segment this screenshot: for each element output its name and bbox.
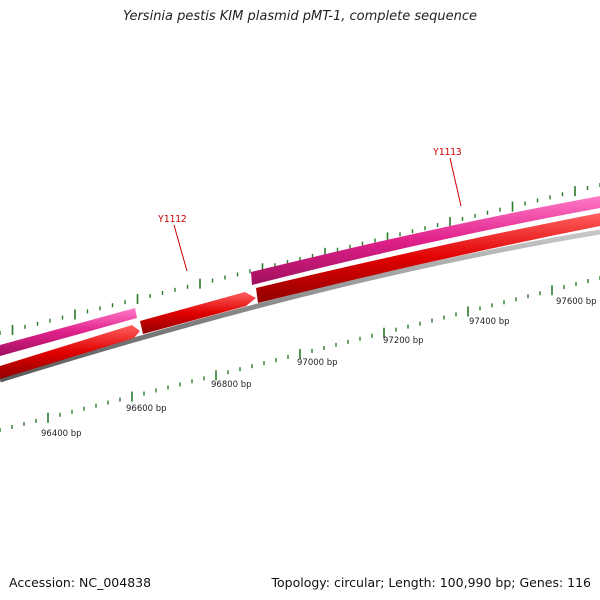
gene-arrow-right[interactable]: [256, 213, 600, 303]
scale-label: 96400 bp: [41, 429, 82, 439]
sequence-backbone: [0, 229, 600, 383]
upper-tick-row: [0, 183, 600, 335]
gene-label-y1112[interactable]: Y1112: [158, 214, 187, 225]
gene-bar-y1113[interactable]: [251, 196, 600, 285]
scale-label: 96800 bp: [211, 380, 252, 390]
gene-bar-y1112[interactable]: [0, 308, 137, 356]
scale-label: 96600 bp: [126, 404, 167, 414]
scale-label: 97000 bp: [297, 358, 338, 368]
gene-label-y1112-group[interactable]: Y1112: [158, 214, 188, 272]
scale-label: 97400 bp: [469, 317, 510, 327]
gene-arrow-middle[interactable]: [140, 292, 256, 334]
scale-label: 97200 bp: [383, 336, 424, 346]
scale-label: 97600 bp: [556, 297, 597, 307]
gene-label-y1113-group[interactable]: Y1113: [433, 147, 462, 207]
map-title: Yersinia pestis KIM plasmid pMT-1, compl…: [122, 9, 478, 24]
accession-label: Accession: NC_004838: [9, 575, 152, 590]
summary-label: Topology: circular; Length: 100,990 bp; …: [271, 575, 592, 590]
scale-tick-row: 96400 bp 96600 bp 96800 bp 97000 bp 97200 bp…: [0, 276, 600, 439]
gene-label-y1113[interactable]: Y1113: [433, 147, 462, 158]
gene-arrow-left[interactable]: [0, 325, 140, 379]
